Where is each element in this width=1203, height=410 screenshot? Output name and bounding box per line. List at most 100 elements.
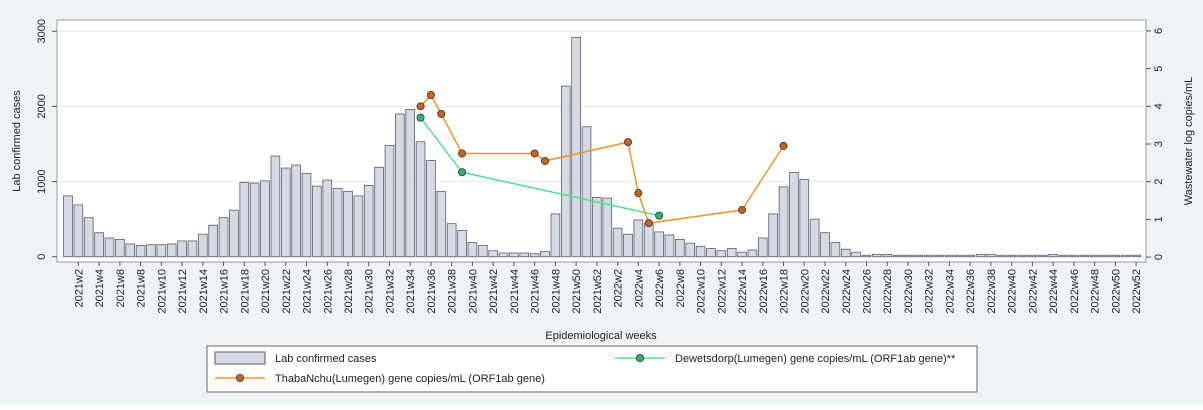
bar [477,245,488,258]
bar [187,240,198,258]
bar [675,239,685,258]
bar [789,172,799,258]
bar [540,251,550,258]
y2-axis-title: Wastewater log copies/mL [1183,77,1195,206]
bar [882,254,893,258]
x-tick-label: 2022w30 [903,269,915,314]
bar [861,254,872,258]
x-tick-label: 2022w10 [696,269,708,314]
bar [1037,254,1048,258]
line-marker [426,91,435,100]
bar [104,237,115,258]
line-marker [416,102,425,111]
x-tick-label: 2021w30 [364,269,376,314]
y2-tick-label: 4 [1153,103,1165,109]
x-tick-label: 2022w2 [613,269,625,308]
bar [685,242,696,258]
legend-marker [636,353,645,362]
line-marker [458,168,467,177]
bar [747,249,758,258]
bar [820,232,830,258]
x-tick-label: 2021w16 [219,269,231,314]
y2-tick-label: 5 [1153,66,1165,72]
x-tick-label: 2022w32 [924,269,936,314]
line-marker [738,205,747,214]
bar [1131,254,1141,258]
bar [73,204,84,258]
x-tick-label: 2022w14 [737,269,749,314]
bar [1006,254,1017,258]
line-marker [634,189,643,198]
bar [146,244,156,258]
bar [353,195,364,258]
bar [1089,254,1100,258]
bar [83,217,94,258]
bar [643,223,654,258]
bar [509,252,519,258]
x-tick-label: 2022w48 [1090,269,1102,314]
bar [519,252,530,258]
line-segment [440,113,463,154]
bar [1110,254,1121,258]
x-tick-label: 2021w4 [94,269,106,308]
bar [892,254,903,258]
bar [944,254,955,258]
x-tick-label: 2022w22 [820,269,832,314]
bar [260,180,270,258]
bar [840,248,851,258]
x-tick-label: 2021w36 [426,269,438,314]
bar [63,195,73,258]
line-segment [741,145,785,211]
bar [229,209,239,258]
legend-swatch [214,351,266,365]
bar [1100,254,1110,258]
bar [602,197,613,258]
bar [198,233,208,258]
bar [550,213,561,258]
x-tick-label: 2022w52 [1131,269,1143,314]
y2-tick-label: 1 [1153,216,1165,222]
bar [706,248,716,258]
x-tick-label: 2021w26 [322,269,334,314]
bar [560,85,571,258]
bar [125,243,136,258]
x-tick-label: 2021w38 [447,269,459,314]
line-segment [648,209,743,224]
x-tick-label: 2022w42 [1027,269,1039,314]
bar [778,186,789,258]
bar [374,166,384,258]
bar [975,254,986,258]
bar [177,240,187,258]
bar [1120,254,1131,258]
x-tick-label: 2022w24 [841,269,853,314]
bar [446,223,457,258]
bar [529,253,540,258]
bar [426,160,436,258]
bar [851,251,861,258]
y-tick-label: 1000 [36,169,48,193]
bar [208,224,218,258]
bar [726,248,737,258]
line-marker [541,156,550,165]
x-tick-label: 2021w42 [488,269,500,314]
bar [156,244,167,258]
bar [986,254,996,258]
x-tick-label: 2021w50 [571,269,583,314]
bar [737,251,747,258]
bar [270,155,281,258]
x-tick-label: 2021w44 [509,269,521,314]
bar [218,217,229,258]
y2-tick-label: 0 [1153,254,1165,260]
bar [903,254,913,258]
bar [664,234,675,258]
bar [830,242,841,258]
x-tick-label: 2021w12 [177,269,189,314]
bar [312,185,322,258]
bar [1079,254,1090,258]
x-tick-label: 2022w46 [1069,269,1081,314]
bar [415,141,426,258]
bar [965,254,975,258]
x-tick-label: 2022w18 [779,269,791,314]
x-tick-label: 2021w46 [530,269,542,314]
